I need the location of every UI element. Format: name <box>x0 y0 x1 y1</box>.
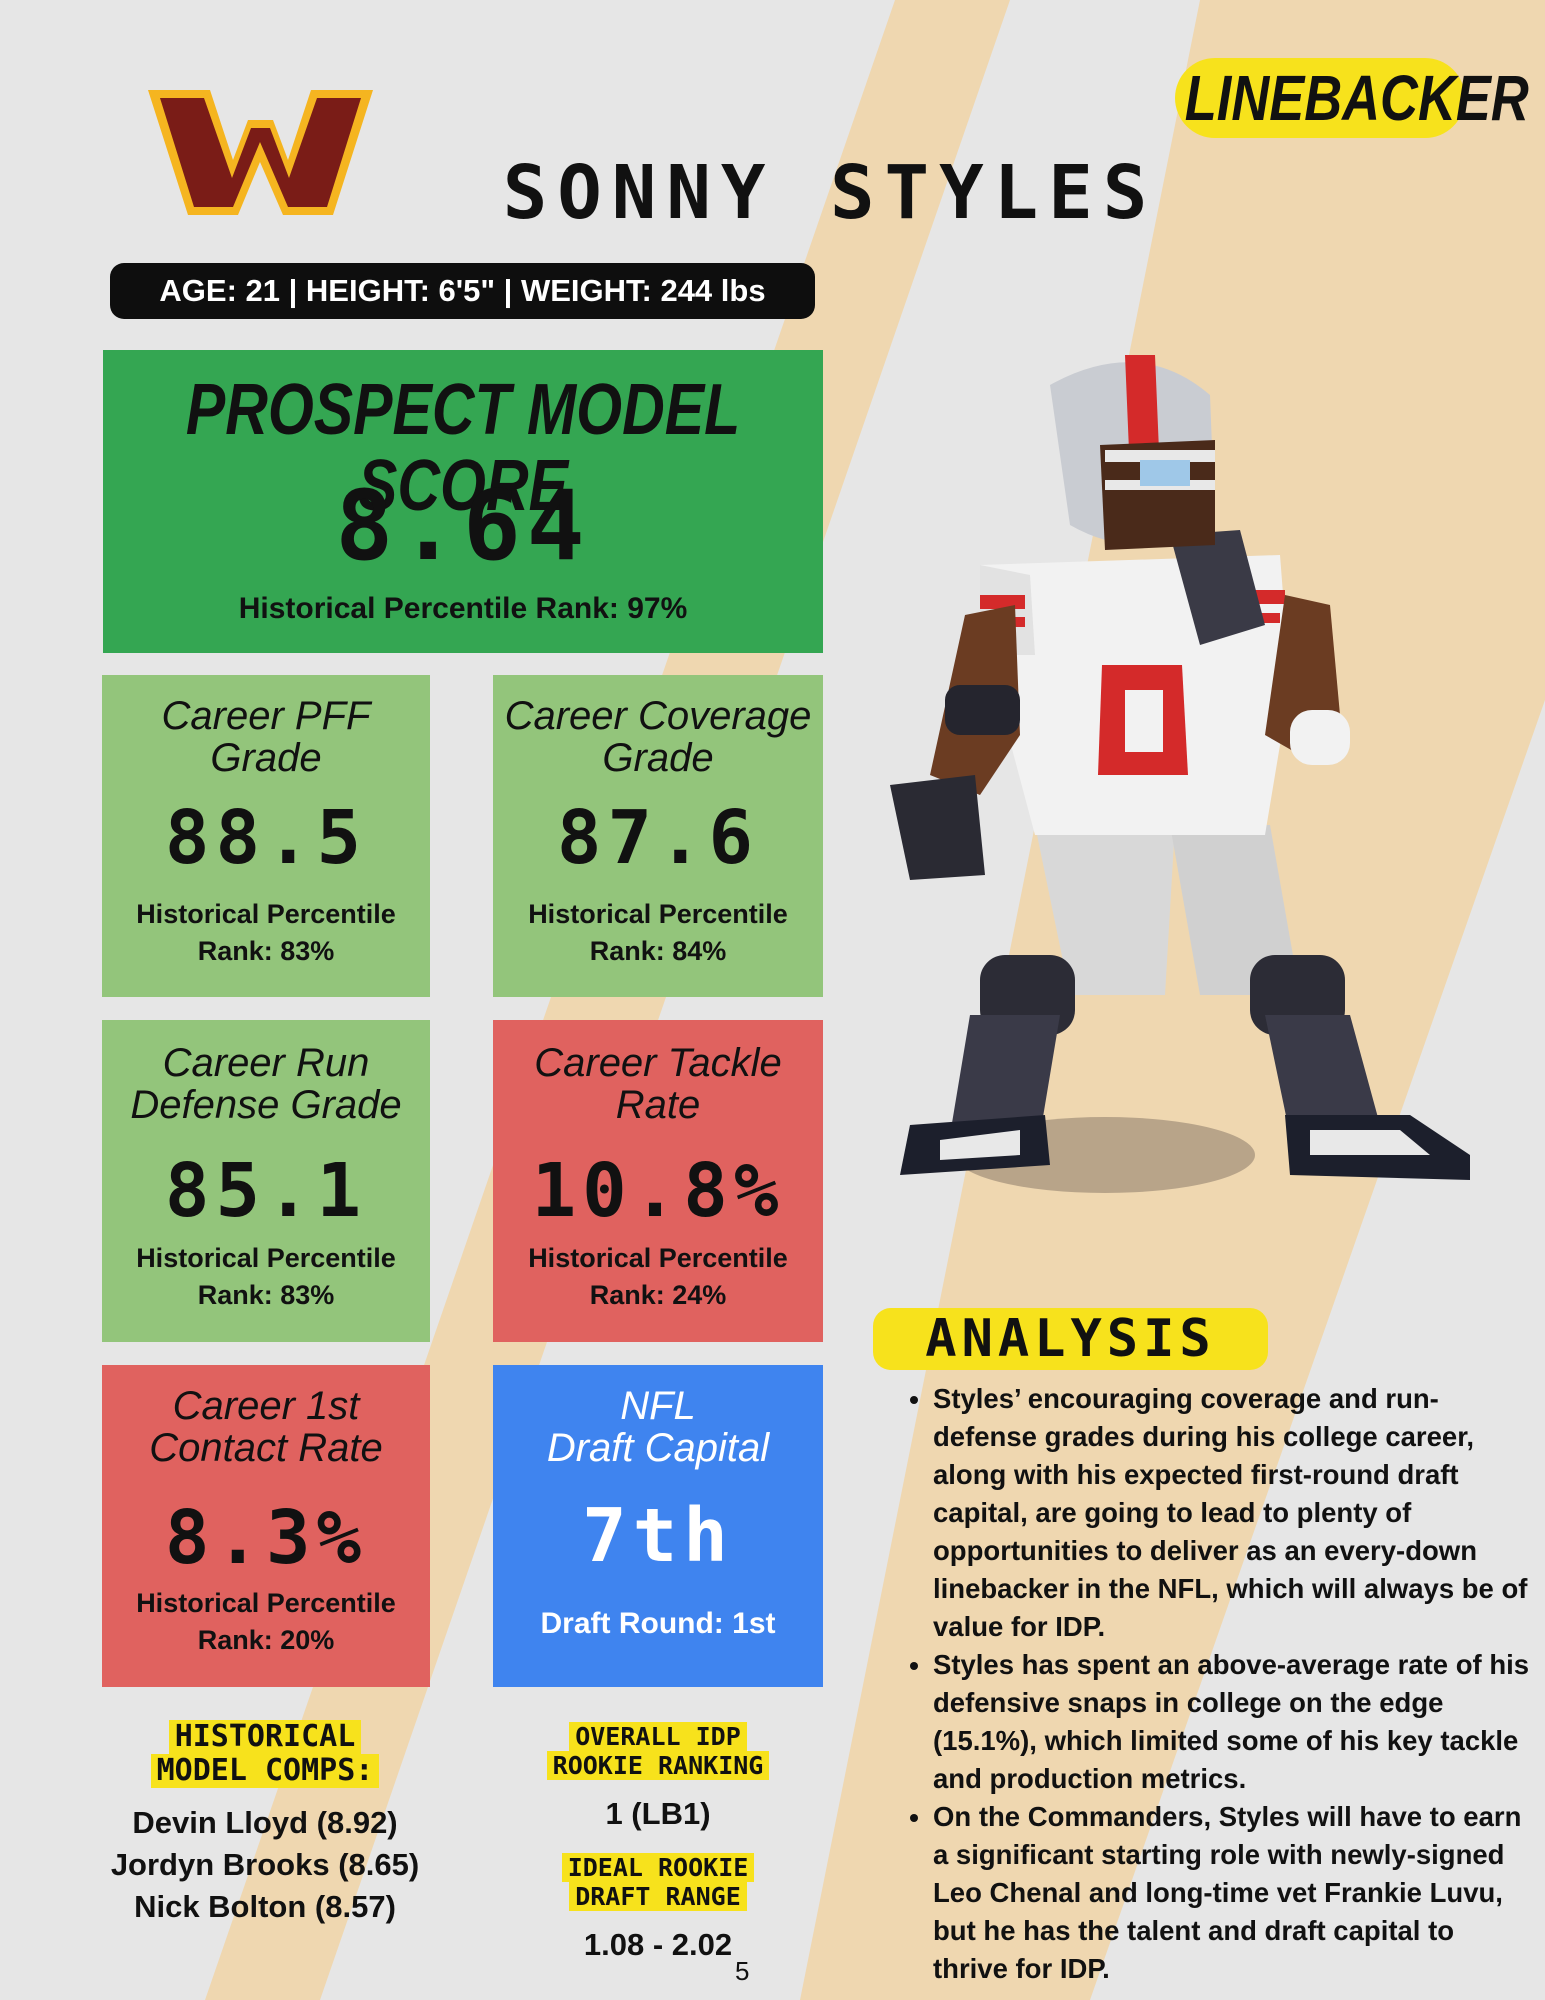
stat-title: Career Run <box>162 1041 370 1085</box>
ranking-section: OVERALL IDP ROOKIE RANKING 1 (LB1) <box>488 1722 828 1834</box>
comp-item: Nick Bolton (8.57) <box>134 1889 396 1924</box>
prospect-score-value: 8.64 <box>335 470 591 582</box>
stat-value: 7th <box>582 1493 734 1579</box>
bio-pill <box>110 263 815 319</box>
stat-card-run-defense-grade: Career Run Defense Grade 85.1 Historical… <box>102 1020 430 1342</box>
stat-title: Defense Grade <box>130 1083 402 1127</box>
player-illustration <box>890 355 1470 1193</box>
page-number: 5 <box>735 1956 750 1986</box>
prospect-model-score-card: PROSPECT MODEL SCORE 8.64 Historical Per… <box>103 350 823 653</box>
analysis-bullet: Styles’ encouraging coverage and run-def… <box>933 1380 1530 1646</box>
comps-header: MODEL COMPS: <box>150 1754 380 1788</box>
stat-percentile: Rank: 24% <box>589 1280 727 1310</box>
analysis-bullet: On the Commanders, Styles will have to e… <box>933 1798 1530 1988</box>
stat-value: 85.1 <box>164 1148 368 1234</box>
stat-percentile: Rank: 84% <box>589 936 727 966</box>
analysis-header-box <box>873 1308 1268 1370</box>
draft-range-header: IDEAL ROOKIE <box>561 1853 755 1882</box>
stat-card-pff-grade: Career PFF Grade 88.5 Historical Percent… <box>102 675 430 997</box>
position-badge <box>1175 58 1465 138</box>
stat-card-first-contact-rate: Career 1st Contact Rate 8.3% Historical … <box>102 1365 430 1687</box>
analysis-body: Styles’ encouraging coverage and run-def… <box>905 1380 1530 1988</box>
stat-card-coverage-grade: Career Coverage Grade 87.6 Historical Pe… <box>493 675 823 997</box>
position-label: LINEBACKER <box>1184 62 1529 134</box>
prospect-score-percentile: Historical Percentile Rank: 97% <box>238 592 688 625</box>
draft-range-header: DRAFT RANGE <box>569 1882 747 1911</box>
ranking-header: ROOKIE RANKING <box>546 1751 770 1780</box>
stat-title: Career 1st <box>172 1384 360 1428</box>
stat-title: Draft Capital <box>546 1426 770 1470</box>
stat-title: Career Tackle <box>534 1041 782 1085</box>
stat-title: NFL <box>620 1384 696 1428</box>
draft-range-section: IDEAL ROOKIE DRAFT RANGE 1.08 - 2.02 <box>488 1853 828 1965</box>
ranking-value: 1 (LB1) <box>605 1796 711 1831</box>
stat-title: Rate <box>615 1083 701 1127</box>
comps-header: HISTORICAL <box>168 1720 362 1754</box>
stat-title: Grade <box>602 736 714 780</box>
stat-title: Grade <box>210 736 322 780</box>
stat-percentile: Historical Percentile <box>136 1243 396 1273</box>
stat-percentile: Historical Percentile <box>528 1243 788 1273</box>
comp-item: Jordyn Brooks (8.65) <box>110 1847 420 1882</box>
stat-value: 87.6 <box>556 795 760 881</box>
analysis-bullet: Styles has spent an above-average rate o… <box>933 1646 1530 1798</box>
comp-item: Devin Lloyd (8.92) <box>132 1805 398 1840</box>
stat-percentile: Historical Percentile <box>528 899 788 929</box>
stat-title: Contact Rate <box>149 1426 383 1470</box>
stat-value: 8.3% <box>164 1495 368 1581</box>
commanders-logo-icon <box>148 90 373 215</box>
stat-value: 10.8% <box>531 1148 785 1234</box>
draft-range-value: 1.08 - 2.02 <box>583 1927 733 1962</box>
bio-line: AGE: 21 | HEIGHT: 6'5" | WEIGHT: 244 lbs <box>159 273 766 308</box>
stat-value: 88.5 <box>164 795 368 881</box>
stat-card-draft-capital: NFL Draft Capital 7th Draft Round: 1st <box>493 1365 823 1687</box>
stat-percentile: Historical Percentile <box>136 899 396 929</box>
comps-section: HISTORICAL MODEL COMPS: Devin Lloyd (8.9… <box>95 1720 435 1928</box>
stat-percentile: Rank: 20% <box>197 1625 335 1655</box>
stat-percentile: Rank: 83% <box>197 936 335 966</box>
stat-title: Career Coverage <box>504 694 812 738</box>
player-name: SONNY STYLES <box>502 150 1158 236</box>
ranking-header: OVERALL IDP <box>569 1722 747 1751</box>
stat-percentile: Historical Percentile <box>136 1588 396 1618</box>
stat-percentile: Rank: 83% <box>197 1280 335 1310</box>
prospect-score-title: PROSPECT MODEL SCORE <box>185 370 741 526</box>
stat-card-tackle-rate: Career Tackle Rate 10.8% Historical Perc… <box>493 1020 823 1342</box>
stat-draft-round: Draft Round: 1st <box>540 1607 776 1640</box>
stat-title: Career PFF <box>161 694 371 738</box>
analysis-header: ANALYSIS <box>925 1309 1216 1369</box>
